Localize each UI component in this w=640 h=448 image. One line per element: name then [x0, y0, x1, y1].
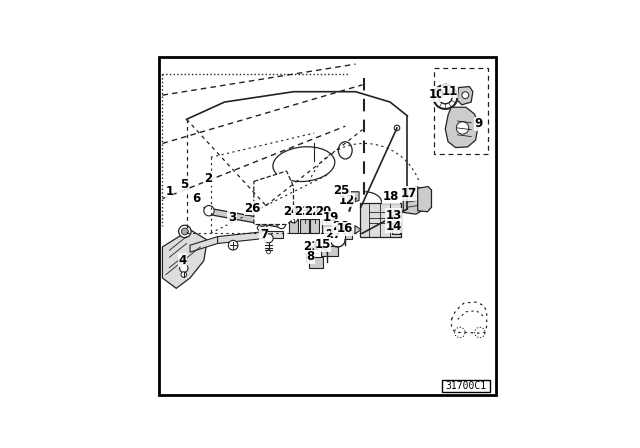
Bar: [309, 257, 323, 267]
Bar: [289, 220, 298, 233]
Circle shape: [289, 215, 298, 223]
Circle shape: [462, 92, 468, 99]
Circle shape: [179, 225, 191, 237]
Polygon shape: [218, 232, 266, 244]
Circle shape: [438, 90, 452, 104]
Text: 1: 1: [165, 185, 173, 198]
Text: 25: 25: [333, 184, 350, 197]
Polygon shape: [254, 171, 294, 224]
Polygon shape: [204, 207, 283, 228]
Bar: [442, 380, 490, 392]
Circle shape: [181, 228, 188, 235]
Text: 10: 10: [429, 88, 445, 101]
Text: 20: 20: [316, 205, 332, 218]
Bar: [332, 220, 339, 228]
Text: 24: 24: [283, 205, 300, 218]
Text: 26: 26: [332, 220, 348, 233]
Bar: [321, 246, 339, 256]
Ellipse shape: [260, 226, 265, 229]
Text: 9: 9: [474, 117, 483, 130]
Bar: [310, 220, 319, 233]
FancyBboxPatch shape: [360, 203, 401, 237]
Circle shape: [456, 122, 468, 134]
Bar: [322, 220, 331, 233]
Circle shape: [454, 327, 465, 338]
Text: 3: 3: [228, 211, 236, 224]
Circle shape: [228, 241, 238, 250]
Text: 4: 4: [179, 254, 186, 267]
Text: 8: 8: [306, 250, 314, 263]
Circle shape: [475, 327, 485, 338]
Text: 12: 12: [339, 194, 355, 207]
Text: 27: 27: [325, 228, 341, 241]
Text: 31700C1: 31700C1: [445, 381, 486, 391]
Text: 23: 23: [294, 205, 310, 218]
Text: 11: 11: [442, 85, 458, 98]
Text: 15: 15: [314, 238, 331, 251]
Polygon shape: [190, 237, 218, 252]
FancyBboxPatch shape: [159, 57, 497, 395]
Polygon shape: [445, 107, 478, 147]
Circle shape: [204, 206, 214, 216]
Polygon shape: [418, 186, 431, 212]
Circle shape: [264, 234, 273, 243]
Bar: [344, 230, 352, 239]
Polygon shape: [163, 230, 207, 289]
Ellipse shape: [339, 227, 346, 232]
Text: 14: 14: [385, 220, 402, 233]
Polygon shape: [458, 86, 473, 105]
Polygon shape: [403, 186, 422, 214]
Bar: [392, 228, 401, 234]
Text: 21: 21: [303, 240, 319, 253]
Ellipse shape: [339, 142, 352, 159]
Text: 13: 13: [385, 209, 402, 222]
Circle shape: [394, 125, 400, 131]
Circle shape: [180, 264, 188, 272]
Ellipse shape: [257, 225, 268, 231]
Bar: [300, 220, 309, 233]
Text: 26: 26: [244, 202, 261, 215]
Circle shape: [433, 85, 458, 109]
Polygon shape: [349, 192, 359, 202]
Text: 22: 22: [305, 205, 321, 218]
Circle shape: [277, 220, 285, 228]
Ellipse shape: [273, 147, 335, 181]
Text: 19: 19: [323, 211, 339, 224]
Text: 6: 6: [192, 192, 200, 205]
Text: 16: 16: [337, 223, 353, 236]
Text: 17: 17: [400, 187, 417, 200]
Polygon shape: [266, 232, 283, 238]
Circle shape: [390, 215, 401, 225]
Text: 5: 5: [180, 178, 188, 191]
Text: 18: 18: [383, 190, 399, 203]
Polygon shape: [355, 225, 361, 234]
Circle shape: [181, 272, 187, 277]
Text: 2: 2: [204, 172, 212, 185]
Circle shape: [267, 250, 271, 254]
Circle shape: [392, 217, 398, 223]
Text: 7: 7: [260, 228, 268, 241]
